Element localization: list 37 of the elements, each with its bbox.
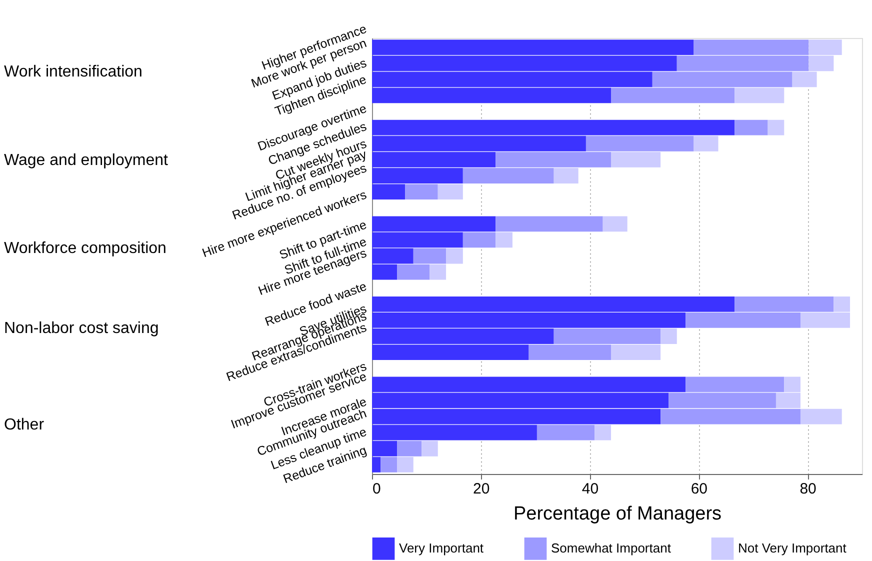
bar [405, 184, 438, 200]
bar [734, 88, 784, 104]
x-tick-label: 40 [582, 480, 599, 498]
bar [397, 440, 422, 456]
bar [660, 328, 677, 344]
bar [422, 440, 438, 456]
bar [446, 248, 463, 264]
bar [380, 456, 398, 472]
text: Non-labor cost saving [4, 320, 159, 338]
bar [594, 424, 612, 440]
x-axis-title: Percentage of Managers [513, 504, 722, 524]
bar [496, 232, 512, 248]
bar [734, 120, 768, 136]
bar [602, 216, 628, 232]
bar [397, 456, 414, 472]
bar [496, 216, 603, 232]
bar [611, 344, 661, 360]
x-tick-label: 60 [690, 480, 708, 498]
x-tick-label: 80 [800, 480, 816, 498]
text: Other [4, 416, 45, 434]
x-tick-label: 20 [473, 480, 490, 498]
text: Workforce composition [4, 240, 166, 257]
legend-label: Somewhat Important [551, 540, 672, 556]
bar [438, 184, 463, 200]
bar [536, 424, 595, 440]
bar [462, 232, 496, 248]
text: Wage and employment [4, 152, 168, 169]
bar [768, 120, 784, 136]
bar [430, 264, 446, 280]
legend-label: Not Very Important [738, 540, 847, 556]
bar [694, 136, 718, 152]
bar [554, 168, 578, 184]
legend-label: Very Important [399, 540, 484, 556]
bar [611, 152, 661, 168]
x-tick-label: 0 [372, 480, 381, 498]
bar [800, 408, 842, 424]
text: Work intensification [4, 64, 142, 81]
